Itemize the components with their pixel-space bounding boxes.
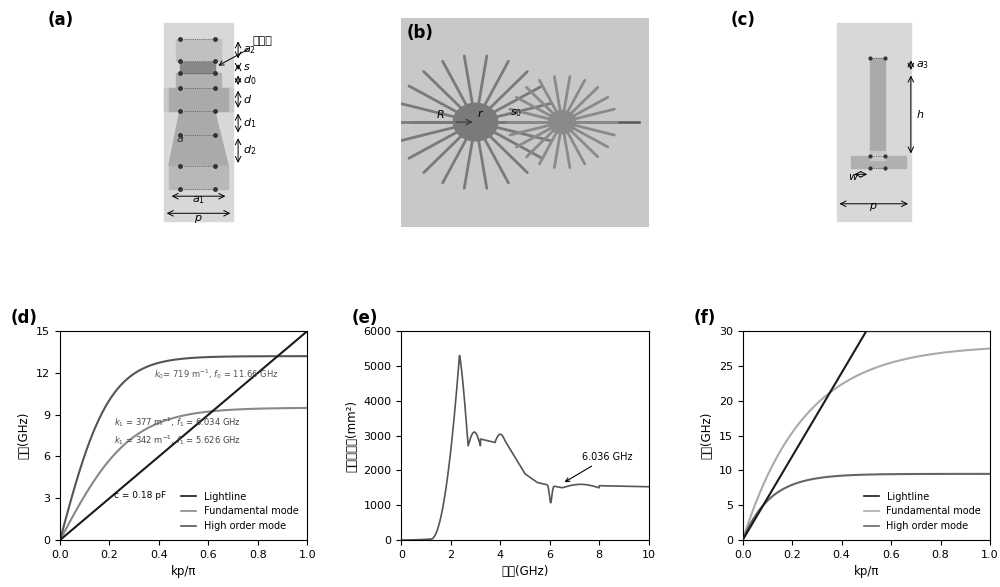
Text: $d_1$: $d_1$ — [243, 116, 256, 130]
Text: $s_0$: $s_0$ — [510, 107, 522, 119]
Y-axis label: 消光截面积(mm²): 消光截面积(mm²) — [345, 400, 358, 471]
Text: (f): (f) — [693, 309, 715, 327]
Text: $p$: $p$ — [194, 213, 203, 225]
Bar — [851, 156, 906, 168]
Bar — [164, 23, 233, 221]
Y-axis label: 頻率(GHz): 頻率(GHz) — [700, 412, 713, 459]
Text: $h$: $h$ — [916, 109, 924, 120]
Text: $R$: $R$ — [436, 108, 445, 120]
X-axis label: 频率(GHz): 频率(GHz) — [501, 565, 549, 578]
Text: (c): (c) — [730, 11, 755, 29]
Text: $k_1$ = 377 m$^{-1}$, $f_1$ = 6.034 GHz: $k_1$ = 377 m$^{-1}$, $f_1$ = 6.034 GHz — [114, 414, 241, 429]
Text: 变容管: 变容管 — [219, 36, 273, 65]
Text: (b): (b) — [406, 24, 433, 42]
Legend: Lightline, Fundamental mode, High order mode: Lightline, Fundamental mode, High order … — [178, 488, 302, 535]
Bar — [164, 88, 233, 111]
Text: $k_0$= 719 m$^{-1}$, $f_0$ = 11.66 GHz: $k_0$= 719 m$^{-1}$, $f_0$ = 11.66 GHz — [154, 367, 278, 380]
Text: $p$: $p$ — [869, 201, 878, 214]
Text: $s$: $s$ — [243, 62, 251, 72]
Text: $d_0$: $d_0$ — [243, 73, 256, 87]
Text: $a_3$: $a_3$ — [916, 59, 929, 71]
Text: $k_1$ = 342 m$^{-1}$, $f_1$ = 5.626 GHz: $k_1$ = 342 m$^{-1}$, $f_1$ = 5.626 GHz — [114, 434, 241, 447]
Text: $a$: $a$ — [176, 134, 184, 144]
Bar — [837, 23, 911, 221]
Text: (e): (e) — [352, 309, 378, 327]
Legend: Lightline, Fundamental mode, High order mode: Lightline, Fundamental mode, High order … — [860, 488, 985, 535]
Text: $w$: $w$ — [848, 172, 860, 182]
Bar — [176, 39, 221, 61]
Bar — [169, 88, 228, 111]
Text: $d$: $d$ — [243, 93, 252, 105]
Y-axis label: 頻率(GHz): 頻率(GHz) — [18, 412, 31, 459]
Bar — [180, 62, 215, 73]
Polygon shape — [453, 103, 498, 141]
Text: (d): (d) — [11, 309, 37, 327]
Text: $r$: $r$ — [477, 108, 484, 119]
Polygon shape — [169, 111, 228, 166]
Text: (a): (a) — [48, 11, 74, 29]
Text: 6.036 GHz: 6.036 GHz — [566, 452, 632, 481]
Bar — [870, 151, 885, 160]
Text: $a_2$: $a_2$ — [243, 44, 256, 56]
Text: $d_2$: $d_2$ — [243, 144, 256, 157]
Bar — [169, 166, 228, 188]
Polygon shape — [549, 110, 576, 134]
Text: $a_1$: $a_1$ — [192, 194, 205, 205]
X-axis label: kp/π: kp/π — [171, 565, 196, 578]
Bar — [176, 73, 221, 88]
Text: c = 0.18 pF: c = 0.18 pF — [114, 491, 167, 500]
X-axis label: kp/π: kp/π — [854, 565, 879, 578]
Bar — [870, 58, 885, 156]
